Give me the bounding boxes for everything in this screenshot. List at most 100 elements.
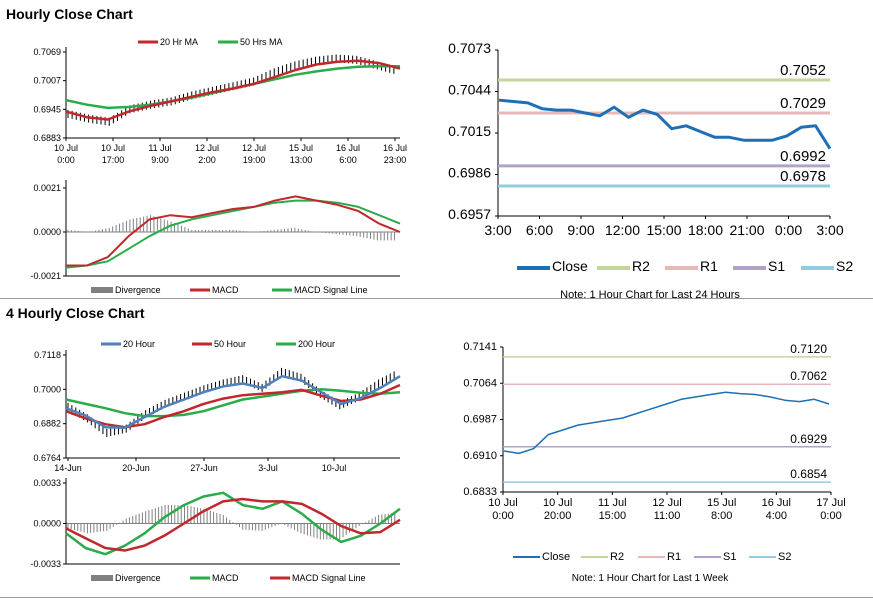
- four-hourly-pivots-r2-level-label: 0.7120: [790, 342, 827, 356]
- hourly-pivots-xtick-label: 12:00: [605, 222, 640, 238]
- hourly-ma-xtick-time: 23:00: [384, 155, 407, 165]
- section-divider: [0, 298, 873, 299]
- hourly-macd-ytick-label: 0.0000: [33, 227, 61, 237]
- four-hourly-macd-ytick-label: 0.0000: [33, 519, 61, 529]
- hourly-pivots-r2-legend-label: R2: [632, 258, 650, 274]
- four-hourly-pivots-ytick-label: 0.6833: [463, 486, 497, 498]
- hourly-pivots-ytick-label: 0.6986: [448, 165, 491, 181]
- hourly-pivots-s2-level-label: 0.6978: [780, 168, 826, 185]
- four-hourly-ma-xtick-label: 10-Jul: [322, 463, 347, 473]
- hourly-pivots-xtick-label: 3:00: [816, 222, 843, 238]
- hourly-pivots-ytick-label: 0.7073: [448, 40, 491, 56]
- four-hourly-macd-signal-line: [65, 497, 401, 552]
- hourly-pivots-xtick-label: 15:00: [646, 222, 681, 238]
- four-hourly-pivots-xtick-date: 10 Jul: [543, 497, 572, 509]
- four-hourly-pivots-xtick-date: 11 Jul: [598, 497, 627, 509]
- hourly-macd-ytick-label: -0.0021: [30, 271, 61, 281]
- four-hourly-pivots-close-line: [503, 391, 830, 455]
- four-hourly-macd-divergence-legend-label: Divergence: [115, 573, 161, 583]
- hourly-pivots-ytick-label: 0.7015: [448, 123, 491, 139]
- hourly-macd-signal-legend-label: MACD Signal Line: [294, 285, 368, 295]
- hourly-pivots-r2-level-label: 0.7052: [780, 62, 826, 79]
- hourly-section-title: Hourly Close Chart: [6, 6, 133, 22]
- four-hourly-pivots-s2-level-label: 0.6854: [790, 467, 827, 481]
- hourly-pivots-ytick-label: 0.7044: [448, 82, 491, 98]
- four-hourly-pivots-xtick-time: 4:00: [766, 510, 787, 522]
- four-hourly-ma-ytick-label: 0.6882: [33, 419, 61, 429]
- four-hourly-ma-ma200-line: [65, 388, 401, 418]
- four-hourly-ma-xtick-label: 27-Jun: [190, 463, 218, 473]
- four-hourly-macd-signal-legend-label: MACD Signal Line: [292, 573, 366, 583]
- hourly-pivots-r1-legend-label: R1: [700, 258, 718, 274]
- four-hourly-pivots-r1-level-label: 0.7062: [790, 369, 827, 383]
- four-hourly-macd-ytick-label: -0.0033: [30, 559, 61, 569]
- hourly-ma-ma20-line: [65, 59, 401, 121]
- four-hourly-pivots-xtick-date: 12 Jul: [652, 497, 681, 509]
- hourly-pivots-close-line: [498, 98, 832, 150]
- four-hourly-ma-xtick-label: 20-Jun: [122, 463, 150, 473]
- four-hourly-pivots-xtick-time: 20:00: [544, 510, 572, 522]
- four-hourly-pivots-xtick-time: 15:00: [599, 510, 627, 522]
- hourly-ma-xtick-date: 10 Jul: [54, 143, 78, 153]
- hourly-ma-ytick-label: 0.6945: [33, 104, 61, 114]
- four-hourly-pivots-xtick-time: 11:00: [654, 510, 681, 522]
- hourly-ma-xtick-date: 15 Jul: [289, 143, 313, 153]
- four-hourly-pivots-ytick-label: 0.6910: [463, 450, 497, 462]
- hourly-macd-ytick-label: 0.0021: [33, 183, 61, 193]
- four-hourly-ma-ytick-label: 0.6764: [33, 453, 61, 463]
- four-hourly-note: Note: 1 Hour Chart for Last 1 Week: [571, 573, 729, 584]
- four-hourly-section-title: 4 Hourly Close Chart: [6, 305, 145, 321]
- four-hourly-pivots-xtick-date: 16 Jul: [762, 497, 791, 509]
- hourly-ma-xtick-date: 12 Jul: [195, 143, 219, 153]
- hourly-pivots-s1-legend-label: S1: [768, 258, 785, 274]
- four-hourly-pivots-s1-level-label: 0.6929: [790, 432, 827, 446]
- four-hourly-ma-xtick-label: 14-Jun: [54, 463, 82, 473]
- hourly-macd-macd-legend-label: MACD: [212, 285, 239, 295]
- hourly-ma-50hr-legend-label: 50 Hrs MA: [240, 37, 283, 47]
- hourly-ma-xtick-time: 13:00: [290, 155, 313, 165]
- four-hourly-macd-macd-legend-label: MACD: [212, 573, 239, 583]
- four-hourly-ma-ytick-label: 0.7118: [34, 350, 61, 360]
- hourly-macd-divergence-legend-swatch: [91, 287, 113, 293]
- hourly-pivots-ytick-label: 0.6957: [448, 206, 491, 222]
- hourly-pivots-s1-level-label: 0.6992: [780, 148, 826, 165]
- four-hourly-pivots-close-legend-label: Close: [542, 551, 570, 563]
- hourly-ma-xtick-date: 16 Jul: [383, 143, 407, 153]
- hourly-ma-xtick-time: 17:00: [102, 155, 125, 165]
- hourly-ma-xtick-time: 2:00: [198, 155, 216, 165]
- four-hourly-ma-ytick-label: 0.7000: [33, 384, 61, 394]
- hourly-ma-xtick-date: 11 Jul: [148, 143, 171, 153]
- four-hourly-ma-50hour-legend-label: 50 Hour: [214, 339, 246, 349]
- four-hourly-pivots-xtick-time: 8:00: [711, 510, 732, 522]
- bottom-divider: [0, 597, 873, 598]
- hourly-ma-xtick-time: 19:00: [243, 155, 266, 165]
- four-hourly-pivots-ytick-label: 0.7141: [463, 341, 497, 353]
- hourly-macd-macd-line: [66, 195, 401, 267]
- hourly-macd-divergence-legend-label: Divergence: [115, 285, 161, 295]
- four-hourly-macd-ytick-label: 0.0033: [33, 478, 61, 488]
- four-hourly-pivots-s1-legend-label: S1: [723, 551, 736, 563]
- hourly-ma-xtick-date: 16 Jul: [336, 143, 360, 153]
- four-hourly-ma-xtick-label: 3-Jul: [258, 463, 278, 473]
- four-hourly-pivots-r1-legend-label: R1: [667, 551, 681, 563]
- four-hourly-pivots-xtick-date: 10 Jul: [488, 497, 517, 509]
- hourly-pivots-xtick-label: 3:00: [484, 222, 511, 238]
- hourly-ma-ytick-label: 0.6883: [33, 133, 61, 143]
- hourly-ma-20hr-legend-label: 20 Hr MA: [160, 37, 198, 47]
- hourly-pivots-close-legend-label: Close: [552, 258, 588, 274]
- hourly-ma-xtick-time: 6:00: [339, 155, 357, 165]
- four-hourly-pivots-s2-legend-label: S2: [778, 551, 791, 563]
- four-hourly-pivots-r2-legend-label: R2: [610, 551, 624, 563]
- hourly-pivots-s2-legend-label: S2: [836, 258, 853, 274]
- hourly-ma-xtick-time: 9:00: [151, 155, 169, 165]
- four-hourly-pivots-xtick-date: 15 Jul: [707, 497, 736, 509]
- hourly-ma-xtick-date: 10 Jul: [101, 143, 125, 153]
- hourly-macd-signal-line: [65, 199, 401, 269]
- four-hourly-ma-200hour-legend-label: 200 Hour: [298, 339, 335, 349]
- hourly-pivots-xtick-label: 0:00: [775, 222, 802, 238]
- hourly-pivots-xtick-label: 18:00: [688, 222, 723, 238]
- hourly-pivots-xtick-label: 21:00: [729, 222, 764, 238]
- four-hourly-pivots-xtick-time: 0:00: [820, 510, 841, 522]
